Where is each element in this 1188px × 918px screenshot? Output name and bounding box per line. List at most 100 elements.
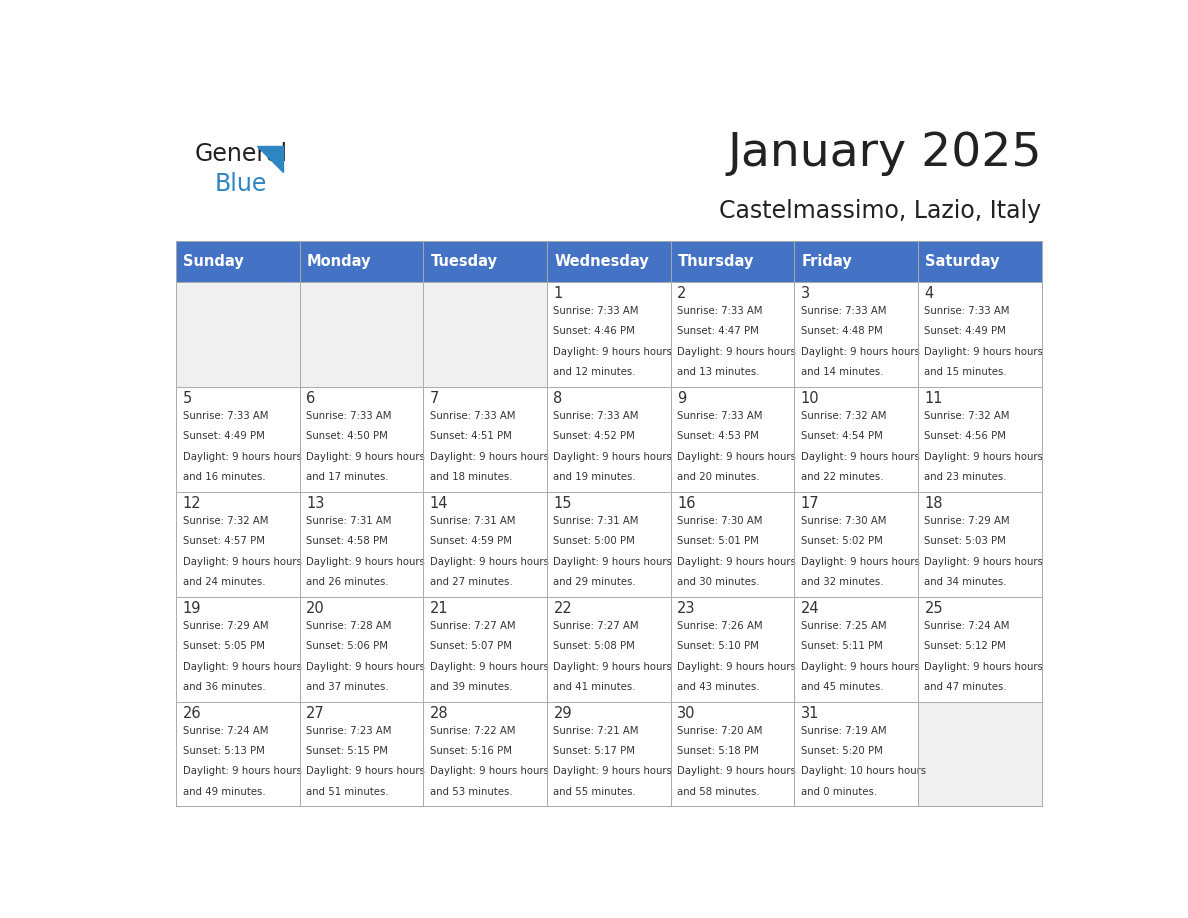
Text: Sunset: 4:59 PM: Sunset: 4:59 PM (430, 536, 512, 546)
Bar (671, 701, 795, 806)
Text: Daylight: 9 hours hours: Daylight: 9 hours hours (554, 452, 672, 462)
Text: Daylight: 9 hours hours: Daylight: 9 hours hours (183, 452, 302, 462)
Text: and 45 minutes.: and 45 minutes. (801, 682, 884, 692)
Text: 7: 7 (430, 391, 440, 406)
Text: 4: 4 (924, 286, 934, 301)
Text: Castelmassimo, Lazio, Italy: Castelmassimo, Lazio, Italy (720, 198, 1042, 222)
Text: 30: 30 (677, 706, 696, 721)
Text: Sunset: 4:56 PM: Sunset: 4:56 PM (924, 431, 1006, 442)
Text: Daylight: 9 hours hours: Daylight: 9 hours hours (554, 662, 672, 672)
Bar (918, 282, 1042, 386)
Bar (671, 282, 795, 386)
Text: Sunset: 5:06 PM: Sunset: 5:06 PM (307, 641, 388, 651)
Text: 3: 3 (801, 286, 810, 301)
Text: Daylight: 10 hours hours: Daylight: 10 hours hours (801, 767, 925, 777)
Text: Daylight: 9 hours hours: Daylight: 9 hours hours (677, 662, 796, 672)
Text: Tuesday: Tuesday (431, 254, 498, 269)
Text: Sunrise: 7:32 AM: Sunrise: 7:32 AM (183, 516, 268, 526)
Bar (423, 701, 546, 806)
Text: Sunrise: 7:26 AM: Sunrise: 7:26 AM (677, 621, 763, 631)
Text: Sunset: 5:10 PM: Sunset: 5:10 PM (677, 641, 759, 651)
Text: and 47 minutes.: and 47 minutes. (924, 682, 1007, 692)
Text: and 34 minutes.: and 34 minutes. (924, 577, 1007, 588)
Text: and 29 minutes.: and 29 minutes. (554, 577, 636, 588)
Polygon shape (257, 145, 283, 173)
Text: and 17 minutes.: and 17 minutes. (307, 472, 388, 482)
Text: Daylight: 9 hours hours: Daylight: 9 hours hours (677, 452, 796, 462)
Text: and 58 minutes.: and 58 minutes. (677, 787, 760, 797)
Text: Sunrise: 7:24 AM: Sunrise: 7:24 AM (924, 621, 1010, 631)
Bar (299, 597, 423, 701)
Text: Daylight: 9 hours hours: Daylight: 9 hours hours (183, 767, 302, 777)
Text: and 37 minutes.: and 37 minutes. (307, 682, 388, 692)
Text: and 18 minutes.: and 18 minutes. (430, 472, 512, 482)
Bar (795, 597, 918, 701)
Text: Sunrise: 7:32 AM: Sunrise: 7:32 AM (924, 411, 1010, 420)
Text: 28: 28 (430, 706, 448, 721)
Text: and 36 minutes.: and 36 minutes. (183, 682, 265, 692)
Text: and 19 minutes.: and 19 minutes. (554, 472, 636, 482)
Text: and 20 minutes.: and 20 minutes. (677, 472, 759, 482)
Text: and 32 minutes.: and 32 minutes. (801, 577, 883, 588)
Bar (671, 492, 795, 597)
Text: Sunset: 4:52 PM: Sunset: 4:52 PM (554, 431, 636, 442)
Text: and 14 minutes.: and 14 minutes. (801, 367, 883, 377)
Text: Sunset: 4:53 PM: Sunset: 4:53 PM (677, 431, 759, 442)
Text: 1: 1 (554, 286, 563, 301)
Bar (546, 701, 671, 806)
Bar (423, 597, 546, 701)
Bar (176, 386, 299, 492)
Text: 27: 27 (307, 706, 326, 721)
Text: 8: 8 (554, 391, 563, 406)
Text: Sunset: 4:49 PM: Sunset: 4:49 PM (183, 431, 265, 442)
Text: 29: 29 (554, 706, 573, 721)
Text: and 41 minutes.: and 41 minutes. (554, 682, 636, 692)
Text: 2: 2 (677, 286, 687, 301)
Text: Daylight: 9 hours hours: Daylight: 9 hours hours (677, 556, 796, 566)
Text: Daylight: 9 hours hours: Daylight: 9 hours hours (677, 347, 796, 357)
Text: and 13 minutes.: and 13 minutes. (677, 367, 759, 377)
Bar (546, 386, 671, 492)
Text: Sunrise: 7:33 AM: Sunrise: 7:33 AM (554, 306, 639, 316)
Text: Sunrise: 7:31 AM: Sunrise: 7:31 AM (307, 516, 392, 526)
Bar (795, 282, 918, 386)
Text: Daylight: 9 hours hours: Daylight: 9 hours hours (924, 347, 1043, 357)
Text: Sunrise: 7:33 AM: Sunrise: 7:33 AM (554, 411, 639, 420)
Text: 23: 23 (677, 601, 696, 616)
Bar (671, 241, 795, 282)
Bar (918, 241, 1042, 282)
Text: and 0 minutes.: and 0 minutes. (801, 787, 877, 797)
Text: and 23 minutes.: and 23 minutes. (924, 472, 1007, 482)
Text: Sunrise: 7:33 AM: Sunrise: 7:33 AM (307, 411, 392, 420)
Text: Sunrise: 7:32 AM: Sunrise: 7:32 AM (801, 411, 886, 420)
Text: Sunset: 5:12 PM: Sunset: 5:12 PM (924, 641, 1006, 651)
Text: Sunrise: 7:33 AM: Sunrise: 7:33 AM (924, 306, 1010, 316)
Text: 15: 15 (554, 496, 571, 511)
Bar (176, 597, 299, 701)
Text: Daylight: 9 hours hours: Daylight: 9 hours hours (307, 662, 425, 672)
Text: Sunrise: 7:33 AM: Sunrise: 7:33 AM (183, 411, 268, 420)
Text: Sunrise: 7:21 AM: Sunrise: 7:21 AM (554, 725, 639, 735)
Text: 13: 13 (307, 496, 324, 511)
Text: Sunset: 5:11 PM: Sunset: 5:11 PM (801, 641, 883, 651)
Bar (546, 241, 671, 282)
Text: Sunset: 4:49 PM: Sunset: 4:49 PM (924, 327, 1006, 336)
Text: Sunset: 5:15 PM: Sunset: 5:15 PM (307, 746, 388, 756)
Text: and 49 minutes.: and 49 minutes. (183, 787, 265, 797)
Text: 17: 17 (801, 496, 820, 511)
Bar (299, 701, 423, 806)
Text: Sunset: 5:17 PM: Sunset: 5:17 PM (554, 746, 636, 756)
Bar (423, 386, 546, 492)
Bar (795, 701, 918, 806)
Text: Daylight: 9 hours hours: Daylight: 9 hours hours (924, 452, 1043, 462)
Text: Sunset: 5:05 PM: Sunset: 5:05 PM (183, 641, 265, 651)
Text: 12: 12 (183, 496, 201, 511)
Text: Daylight: 9 hours hours: Daylight: 9 hours hours (183, 662, 302, 672)
Bar (299, 492, 423, 597)
Text: Sunrise: 7:27 AM: Sunrise: 7:27 AM (554, 621, 639, 631)
Bar (918, 492, 1042, 597)
Text: 16: 16 (677, 496, 696, 511)
Text: Daylight: 9 hours hours: Daylight: 9 hours hours (430, 452, 549, 462)
Text: January 2025: January 2025 (727, 131, 1042, 176)
Bar (671, 386, 795, 492)
